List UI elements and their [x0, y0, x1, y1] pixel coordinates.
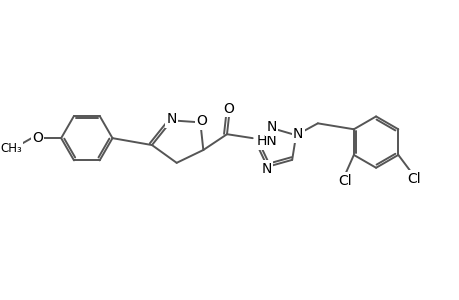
- Text: N: N: [261, 162, 271, 176]
- Text: N: N: [292, 127, 302, 141]
- Text: O: O: [223, 101, 234, 116]
- Text: N: N: [166, 112, 177, 126]
- Text: HN: HN: [256, 134, 277, 148]
- Text: Cl: Cl: [337, 174, 351, 188]
- Text: O: O: [32, 131, 43, 145]
- Text: O: O: [196, 114, 207, 128]
- Text: Cl: Cl: [406, 172, 420, 186]
- Text: N: N: [266, 120, 276, 134]
- Text: CH₃: CH₃: [0, 142, 22, 154]
